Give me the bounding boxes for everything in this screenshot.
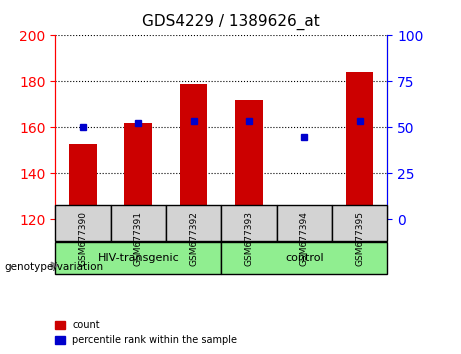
FancyBboxPatch shape (332, 205, 387, 241)
FancyBboxPatch shape (166, 205, 221, 241)
Text: GDS4229 / 1389626_at: GDS4229 / 1389626_at (142, 14, 319, 30)
FancyBboxPatch shape (277, 205, 332, 241)
Text: GSM677393: GSM677393 (244, 211, 254, 266)
Bar (180, 84, 207, 219)
Text: genotype/variation: genotype/variation (5, 262, 104, 272)
Bar (290, 206, 318, 219)
Text: GSM677390: GSM677390 (78, 211, 88, 266)
Bar (235, 100, 263, 219)
FancyBboxPatch shape (55, 242, 221, 274)
Text: GSM677392: GSM677392 (189, 211, 198, 266)
Legend: count, percentile rank within the sample: count, percentile rank within the sample (51, 316, 241, 349)
FancyBboxPatch shape (221, 205, 277, 241)
FancyBboxPatch shape (55, 205, 111, 241)
Bar (124, 123, 152, 219)
Text: HIV-transgenic: HIV-transgenic (97, 253, 179, 263)
FancyBboxPatch shape (111, 205, 166, 241)
Text: GSM677394: GSM677394 (300, 211, 309, 266)
Text: control: control (285, 253, 324, 263)
Bar (69, 143, 97, 219)
Text: GSM677395: GSM677395 (355, 211, 364, 266)
Text: GSM677391: GSM677391 (134, 211, 143, 266)
Bar (346, 72, 373, 219)
FancyBboxPatch shape (221, 242, 387, 274)
